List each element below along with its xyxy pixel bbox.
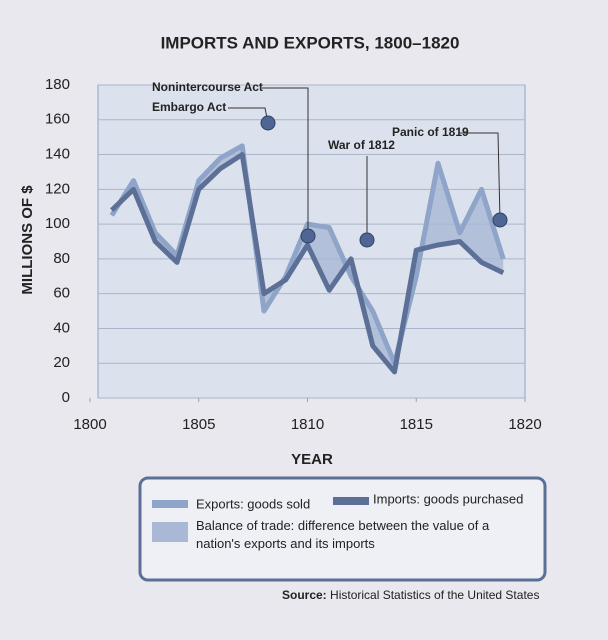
y-tick-label: 180: [45, 76, 70, 93]
legend-label: Imports: goods purchased: [373, 491, 523, 506]
annotation-line: [262, 87, 309, 236]
y-tick-label: 60: [53, 285, 70, 302]
y-tick-label: 100: [45, 215, 70, 232]
y-tick-label: 40: [53, 319, 70, 336]
legend-swatch: [152, 522, 188, 542]
legend-label: Balance of trade: difference between the…: [196, 518, 490, 551]
y-tick-label: 20: [53, 354, 70, 371]
annotation: Nonintercourse Act: [152, 80, 263, 94]
legend-swatch: [333, 497, 369, 505]
annotation-dot: [359, 232, 375, 248]
source: Source: Historical Statistics of the Uni…: [282, 588, 539, 602]
annotation: Embargo Act: [152, 100, 226, 114]
chart-title: IMPORTS AND EXPORTS, 1800–1820: [161, 33, 460, 52]
annotation-dot: [300, 228, 316, 244]
x-axis-label: YEAR: [291, 451, 333, 468]
x-tick-label: 1820: [508, 416, 541, 433]
source-label: Source:: [282, 588, 327, 602]
legend-box: [138, 476, 547, 582]
plot: 0 20 40 60 80 100 120 140 160 180 1800 1805 1810 1815…: [45, 76, 542, 551]
y-tick-label: 80: [53, 250, 70, 267]
y-tick-label: 140: [45, 146, 70, 163]
legend-label: Exports: goods sold: [196, 496, 310, 511]
series-line: [110, 152, 505, 375]
x-tick-label: 1805: [182, 416, 215, 433]
annotation-dot: [492, 212, 508, 228]
y-axis-label: MILLIONS OF $: [19, 185, 36, 295]
annotation: Panic of 1819: [392, 125, 469, 139]
y-tick-label: 120: [45, 180, 70, 197]
source-text: Historical Statistics of the United Stat…: [330, 588, 539, 602]
x-tick-label: 1810: [291, 416, 324, 433]
x-tick-label: 1815: [400, 416, 433, 433]
annotation: War of 1812: [328, 138, 395, 152]
y-tick-label: 0: [62, 389, 70, 406]
legend-swatch: [152, 500, 188, 508]
annotation-dot: [260, 115, 276, 131]
annotation-line: [460, 132, 501, 221]
x-tick-label: 1800: [73, 416, 106, 433]
y-tick-label: 160: [45, 111, 70, 128]
